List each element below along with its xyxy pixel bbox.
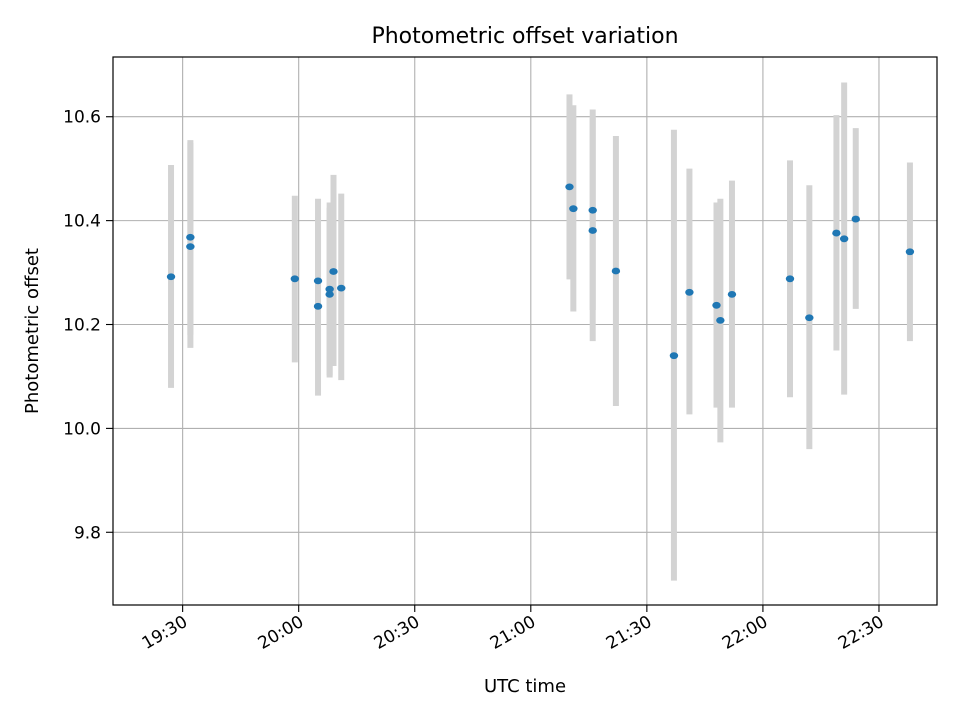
plot-frame	[112, 56, 938, 606]
data-point	[565, 183, 574, 191]
x-axis-label: UTC time	[484, 676, 566, 697]
data-point	[839, 235, 849, 243]
data-point	[313, 277, 323, 285]
data-point	[186, 233, 195, 241]
data-point	[166, 273, 176, 281]
data-point	[785, 275, 795, 283]
data-point	[313, 302, 323, 310]
data-point	[851, 215, 860, 223]
data-point	[716, 316, 725, 324]
data-point	[611, 267, 621, 275]
data-point	[569, 205, 578, 213]
data-point	[325, 285, 334, 293]
y-tick-label: 10.0	[63, 419, 101, 439]
data-points	[166, 183, 915, 360]
data-point	[290, 275, 300, 283]
y-axis-label: Photometric offset	[22, 248, 43, 414]
data-point	[832, 229, 841, 237]
data-point	[669, 352, 679, 360]
y-tick-label: 9.8	[74, 523, 101, 543]
data-point	[186, 243, 195, 250]
grid	[113, 57, 937, 605]
chart-title: Photometric offset variation	[371, 24, 678, 49]
y-axis: 9.8 10.0 10.2 10.4 10.6	[63, 108, 113, 543]
data-point	[588, 227, 597, 234]
data-point	[905, 248, 915, 256]
data-point	[685, 288, 694, 296]
y-tick-label: 10.2	[63, 316, 101, 336]
data-point	[329, 268, 338, 275]
data-point	[588, 206, 597, 214]
data-point	[727, 290, 737, 298]
data-point	[325, 290, 334, 298]
y-tick-label: 10.6	[63, 108, 101, 128]
data-point	[337, 284, 346, 292]
data-point	[712, 301, 721, 309]
data-point	[805, 314, 814, 322]
y-tick-label: 10.4	[63, 212, 101, 232]
